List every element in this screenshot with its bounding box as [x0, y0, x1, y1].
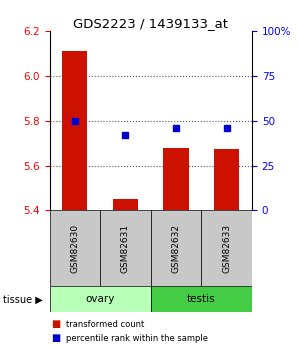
Text: GSM82632: GSM82632 — [172, 224, 181, 273]
Title: GDS2223 / 1439133_at: GDS2223 / 1439133_at — [73, 17, 228, 30]
Text: ■: ■ — [51, 319, 60, 329]
Bar — [151, 286, 252, 312]
Text: GSM82631: GSM82631 — [121, 224, 130, 273]
Text: ■: ■ — [51, 333, 60, 343]
Bar — [50, 286, 151, 312]
Bar — [100, 210, 151, 286]
Bar — [214, 149, 239, 210]
Text: ovary: ovary — [85, 294, 115, 304]
Text: testis: testis — [187, 294, 216, 304]
Text: tissue ▶: tissue ▶ — [3, 294, 43, 304]
Text: GSM82630: GSM82630 — [70, 224, 79, 273]
Text: GSM82633: GSM82633 — [222, 224, 231, 273]
Text: transformed count: transformed count — [66, 320, 144, 329]
Bar — [151, 210, 201, 286]
Text: percentile rank within the sample: percentile rank within the sample — [66, 334, 208, 343]
Bar — [62, 51, 88, 210]
Bar — [201, 210, 252, 286]
Bar — [50, 210, 100, 286]
Bar — [164, 148, 189, 210]
Bar — [113, 199, 138, 210]
